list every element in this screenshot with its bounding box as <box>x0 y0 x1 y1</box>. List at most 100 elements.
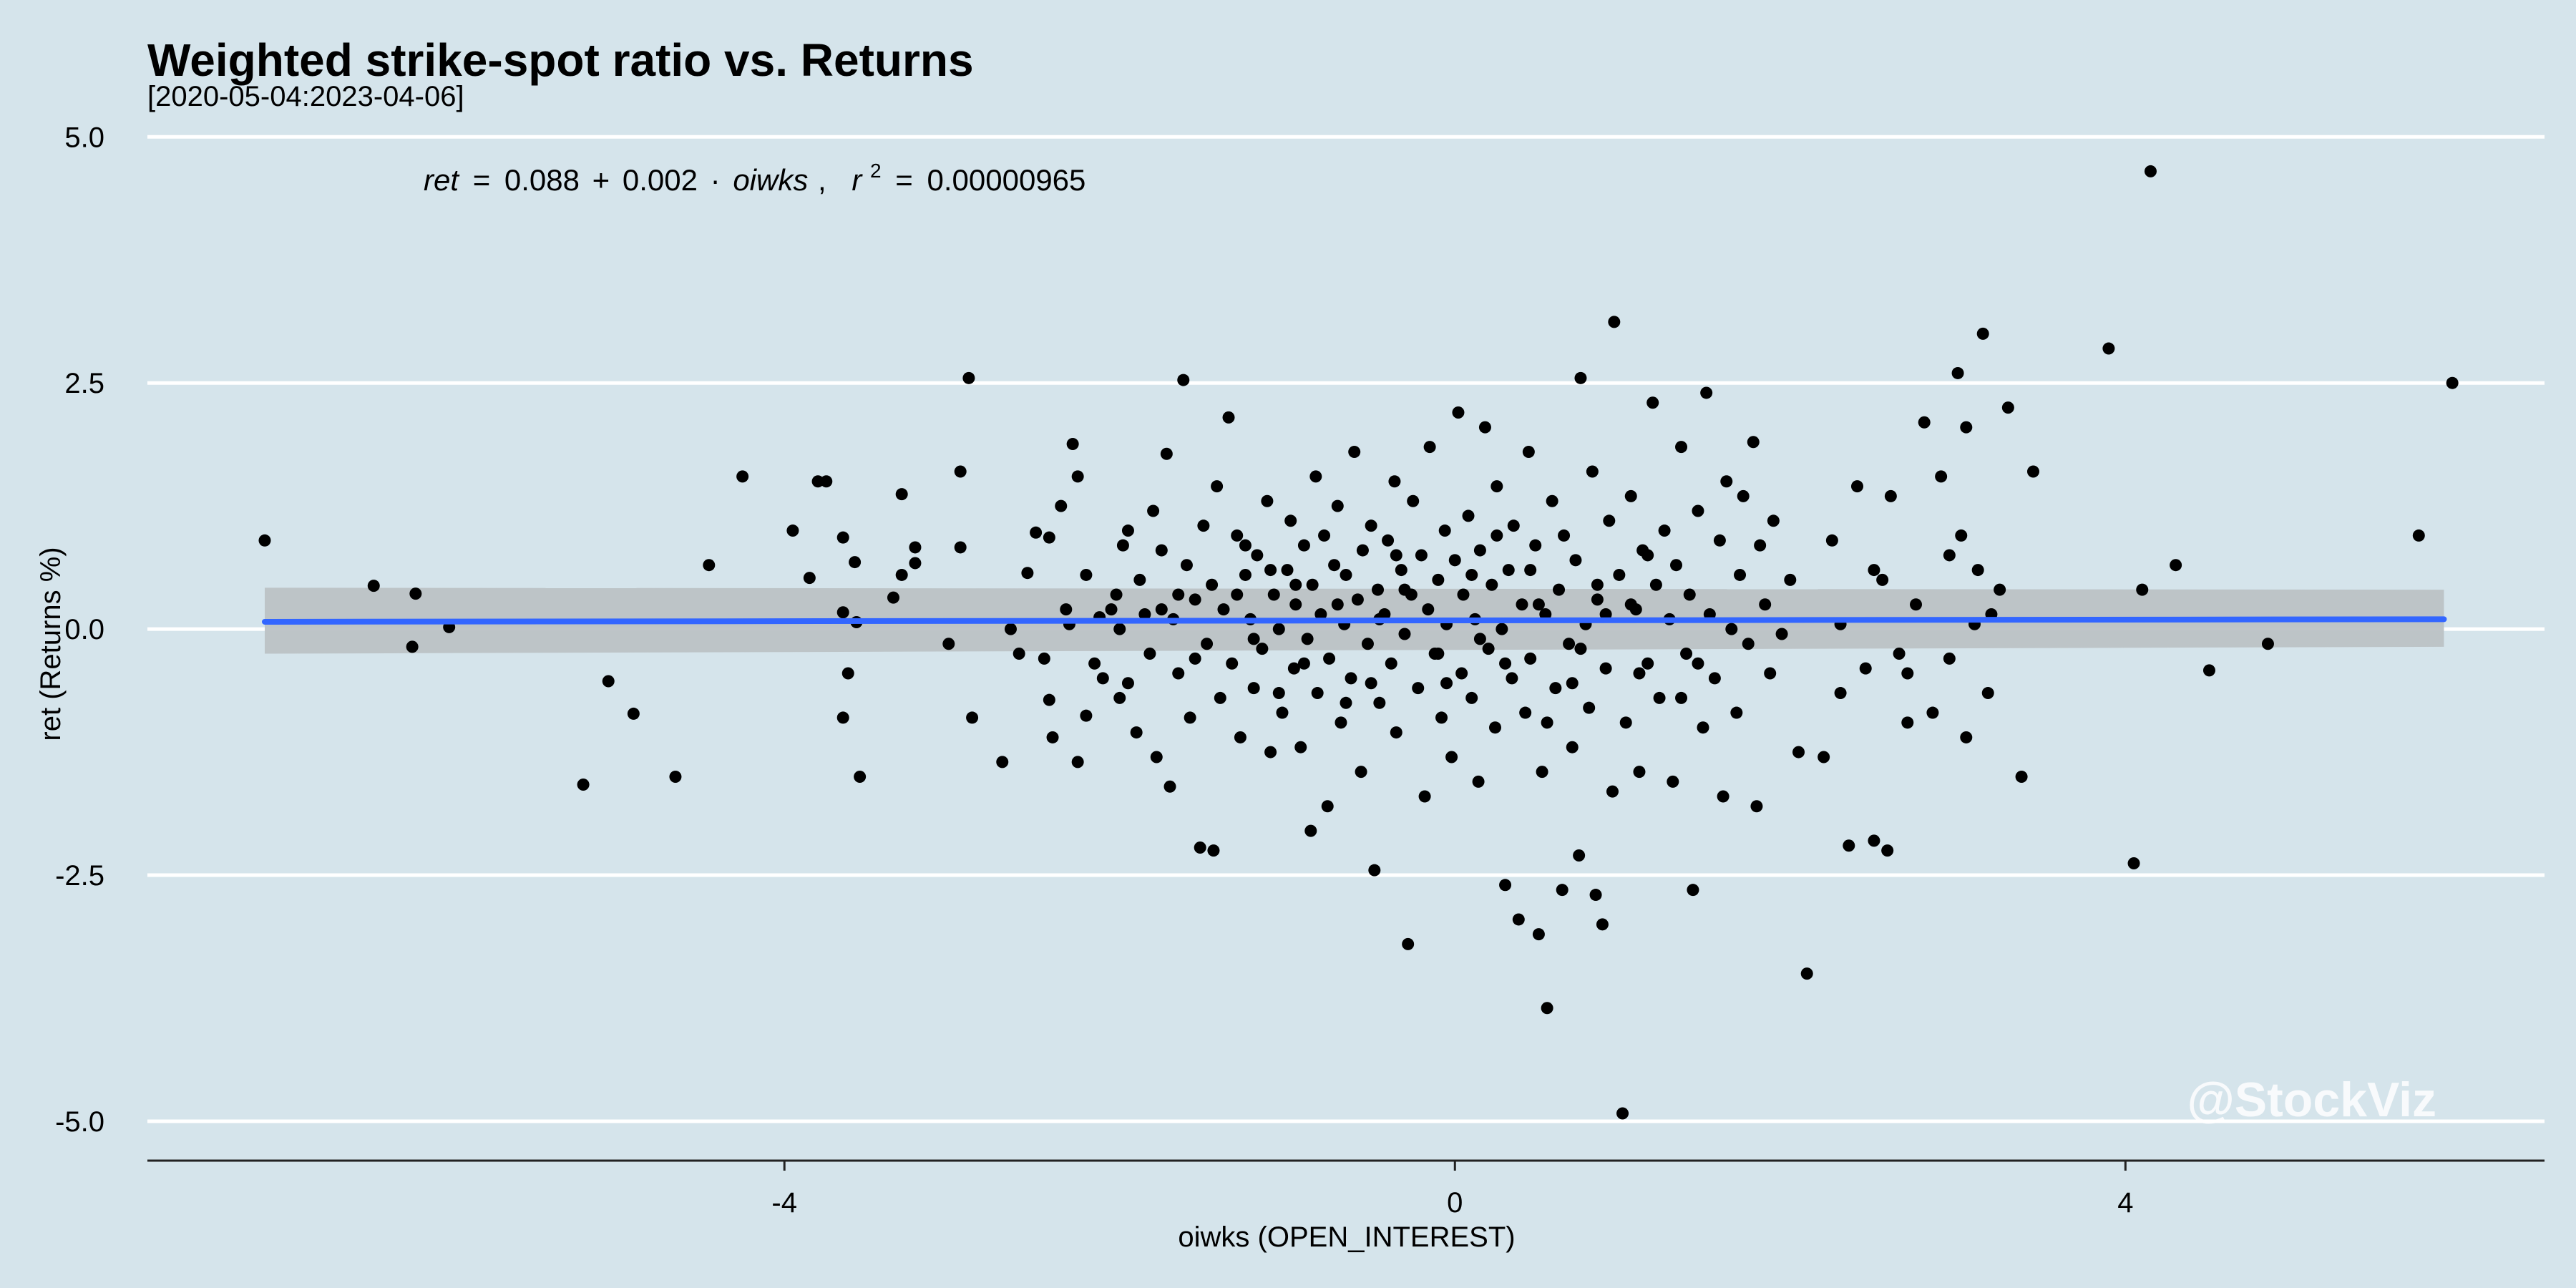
data-point <box>820 475 833 488</box>
data-point <box>1583 701 1596 714</box>
data-point <box>1231 588 1244 601</box>
data-point <box>1717 790 1729 803</box>
data-point <box>1549 682 1562 695</box>
data-point <box>1138 608 1151 620</box>
data-point <box>1297 657 1310 670</box>
data-point <box>1356 544 1369 557</box>
data-point <box>1160 447 1173 460</box>
data-point <box>1800 967 1813 980</box>
data-point <box>1289 598 1302 611</box>
data-point <box>1314 608 1327 620</box>
data-point <box>1539 608 1552 620</box>
data-point <box>1272 623 1285 635</box>
eq-plus: + <box>592 163 610 197</box>
data-point <box>1868 834 1880 847</box>
data-point <box>1641 549 1654 562</box>
data-point <box>1971 564 1984 577</box>
y-tick-label: 0.0 <box>64 614 104 645</box>
data-point <box>2127 857 2140 870</box>
data-point <box>836 531 849 544</box>
data-point <box>942 638 955 650</box>
data-point <box>1553 583 1566 596</box>
data-point <box>1960 731 1973 743</box>
data-point <box>1876 573 1889 586</box>
data-point <box>1373 696 1386 709</box>
data-point <box>1261 494 1274 507</box>
data-point <box>1473 544 1486 557</box>
data-point <box>1361 638 1374 650</box>
data-point <box>1021 567 1034 580</box>
data-point <box>1264 564 1277 577</box>
data-point <box>1935 470 1948 483</box>
y-tick-label: -5.0 <box>55 1106 104 1138</box>
data-point <box>1649 578 1662 591</box>
data-point <box>1448 554 1461 567</box>
data-point <box>1524 564 1537 577</box>
data-point <box>1566 741 1579 753</box>
watermark: @StockViz <box>2187 1073 2437 1127</box>
x-tick-label: 4 <box>2117 1187 2133 1219</box>
data-point <box>2026 465 2039 478</box>
data-point <box>1372 583 1385 596</box>
data-point <box>367 580 380 592</box>
y-axis-label: ret (Returns %) <box>35 547 67 741</box>
data-point <box>1599 662 1612 675</box>
data-point <box>1502 564 1515 577</box>
regression-line <box>261 616 2447 625</box>
data-point <box>803 572 816 585</box>
data-point <box>1683 588 1696 601</box>
data-point <box>1323 652 1336 665</box>
data-point <box>1407 494 1420 507</box>
data-point <box>1742 638 1755 650</box>
data-point <box>1226 657 1239 670</box>
x-tick-label: -4 <box>771 1187 797 1219</box>
x-axis-ticks: -4 0 4 <box>771 1161 2133 1219</box>
data-point <box>1197 519 1210 532</box>
data-point <box>1591 578 1604 591</box>
data-point <box>1670 559 1683 572</box>
data-point <box>1331 499 1344 512</box>
data-point <box>1287 662 1300 675</box>
data-point <box>1541 1002 1553 1015</box>
data-point <box>1507 519 1520 532</box>
data-point <box>1177 374 1190 386</box>
data-point <box>1206 578 1219 591</box>
data-point <box>1365 519 1377 532</box>
data-point <box>1472 775 1485 788</box>
data-point <box>1491 529 1503 542</box>
data-point <box>1536 766 1548 779</box>
data-point <box>1133 573 1146 586</box>
data-point <box>2102 342 2115 355</box>
data-point <box>1080 568 1093 581</box>
data-point <box>1445 751 1458 763</box>
data-point <box>1113 623 1126 635</box>
data-point <box>1113 691 1126 704</box>
data-point <box>1251 549 1264 562</box>
data-point <box>1309 470 1322 483</box>
data-point <box>1926 706 1939 719</box>
data-point <box>1616 1107 1629 1120</box>
data-point <box>1105 603 1118 616</box>
data-point <box>406 640 419 653</box>
data-point <box>2261 638 2274 650</box>
data-point <box>1234 731 1246 743</box>
data-point <box>1994 583 2006 596</box>
data-point <box>1388 475 1401 488</box>
data-point <box>1345 672 1357 685</box>
data-point <box>703 559 716 572</box>
data-point <box>1524 652 1537 665</box>
data-point <box>1043 531 1055 544</box>
data-point <box>1918 416 1931 429</box>
data-point <box>962 371 975 384</box>
data-point <box>1574 371 1587 384</box>
data-point <box>1066 437 1079 450</box>
data-point <box>1586 465 1599 478</box>
data-point <box>1818 751 1830 763</box>
data-point <box>1055 499 1068 512</box>
data-point <box>1633 766 1646 779</box>
data-point <box>1390 726 1402 739</box>
data-point <box>1013 648 1025 660</box>
data-point <box>1294 741 1307 753</box>
data-point <box>1465 691 1478 704</box>
